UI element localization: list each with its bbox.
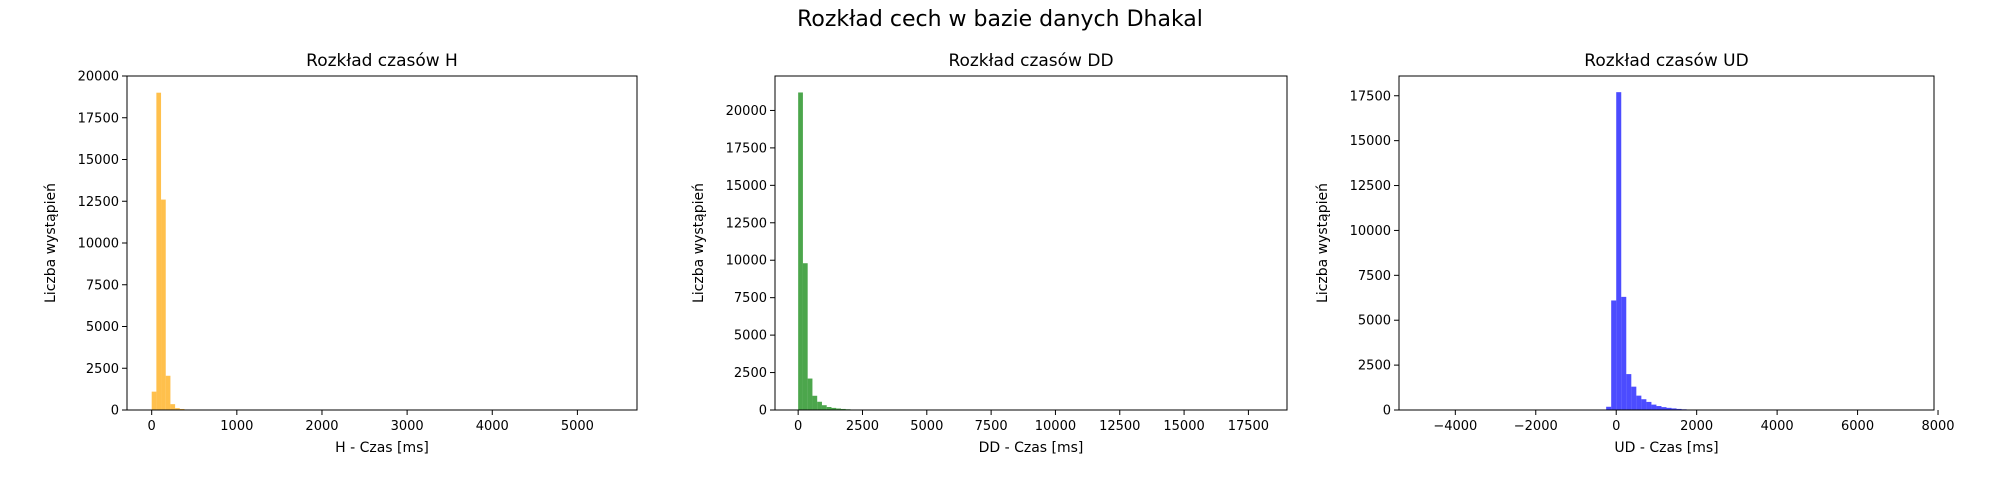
chart-0-bar-0 [151, 391, 157, 410]
chart-1-ytick-label-0: 0 [759, 404, 767, 419]
chart-0-axes-frame [126, 75, 638, 411]
chart-1-bar-1 [802, 263, 808, 410]
chart-1-ytick-label-6: 15000 [726, 179, 767, 194]
chart-2-bar-4 [1626, 374, 1632, 410]
chart-2-ylabel: Liczba wystąpień [1315, 183, 1331, 303]
chart-2-ytick-label-2: 5000 [1358, 314, 1391, 329]
figure-suptitle: Rozkład cech w bazie danych Dhakal [797, 7, 1203, 32]
chart-2-bar-9 [1651, 404, 1657, 410]
chart-1-ytick-label-2: 5000 [734, 329, 767, 344]
chart-1-bar-9 [840, 408, 846, 410]
chart-1-bar-3 [812, 395, 818, 410]
chart-2-bar-14 [1676, 408, 1682, 410]
chart-1-ytick-label-1: 2500 [734, 366, 767, 381]
chart-1-ytick-label-8: 20000 [726, 104, 767, 119]
chart-1-xtick-label-1: 2500 [846, 419, 879, 434]
chart-2-ytick-label-5: 12500 [1350, 179, 1391, 194]
chart-2-title: Rozkład czasów UD [1584, 51, 1748, 71]
chart-1: 0 2500 5000 7500 10000 12500 15000 17500 0 2500 50… [691, 51, 1288, 456]
chart-0-bar-4 [170, 404, 176, 410]
chart-1-ytick-label-3: 7500 [734, 291, 767, 306]
chart-2-xtick-label-3: 2000 [1680, 419, 1713, 434]
chart-1-bar-2 [807, 378, 813, 410]
chart-0-xtick-label-1: 1000 [220, 419, 253, 434]
chart-0-xtick-label-5: 5000 [561, 419, 594, 434]
chart-0-ytick-label-5: 12500 [78, 195, 119, 210]
chart-0-xtick-label-0: 0 [148, 419, 156, 434]
chart-1-bar-6 [826, 407, 832, 410]
chart-1-bar-7 [831, 407, 837, 410]
chart-1-xtick-label-6: 15000 [1163, 419, 1204, 434]
chart-0-bar-5 [175, 408, 180, 410]
chart-2-ytick-label-6: 15000 [1350, 134, 1391, 149]
chart-1-ytick-label-4: 10000 [726, 254, 767, 269]
chart-0-ytick-label-2: 5000 [86, 320, 119, 335]
chart-1-ytick-label-7: 17500 [726, 141, 767, 156]
chart-2-ytick-label-1: 2500 [1358, 359, 1391, 374]
chart-2-ytick-label-7: 17500 [1350, 89, 1391, 104]
chart-1-bar-0 [798, 92, 803, 410]
chart-0-xtick-label-4: 4000 [476, 419, 509, 434]
chart-1-ylabel: Liczba wystąpień [691, 183, 707, 303]
chart-2-xtick-label-2: 0 [1612, 419, 1620, 434]
chart-1-title: Rozkład czasów DD [948, 51, 1113, 71]
chart-0-ytick-label-8: 20000 [78, 70, 119, 85]
chart-0-ytick-label-1: 2500 [86, 362, 119, 377]
chart-2-bar-12 [1666, 407, 1672, 410]
chart-2-xtick-label-5: 6000 [1841, 419, 1874, 434]
chart-1-xtick-label-2: 5000 [910, 419, 943, 434]
chart-2-bar-10 [1656, 406, 1662, 410]
chart-2-xtick-label-0: −4000 [1433, 419, 1477, 434]
chart-2-xtick-label-4: 4000 [1761, 419, 1794, 434]
chart-0-ytick-label-6: 15000 [78, 153, 119, 168]
chart-1-xtick-label-0: 0 [794, 419, 802, 434]
chart-2-bar-8 [1646, 401, 1652, 410]
chart-0-bar-3 [165, 375, 171, 410]
chart-2-ytick-label-4: 10000 [1350, 224, 1391, 239]
chart-0-xlabel: H - Czas [ms] [335, 440, 429, 456]
chart-1-xtick-label-5: 12500 [1099, 419, 1140, 434]
chart-2-bar-13 [1671, 408, 1677, 410]
chart-2-ytick-label-3: 7500 [1358, 269, 1391, 284]
chart-0-bar-1 [156, 92, 162, 410]
chart-2: −4000 −2000 0 2000 4000 6000 8000 0 2500 5000 7500… [1315, 51, 1955, 456]
chart-0-ytick-label-3: 7500 [86, 278, 119, 293]
chart-0-ytick-label-7: 17500 [78, 111, 119, 126]
chart-1-ytick-label-5: 12500 [726, 216, 767, 231]
chart-2-xlabel: UD - Czas [ms] [1614, 440, 1718, 456]
chart-0-ytick-label-4: 10000 [78, 237, 119, 252]
chart-2-xtick-label-1: −2000 [1514, 419, 1558, 434]
chart-1-xtick-label-4: 10000 [1035, 419, 1076, 434]
chart-2-bar-6 [1636, 395, 1642, 410]
chart-2-bar-7 [1641, 399, 1647, 410]
chart-1-bar-5 [821, 405, 827, 410]
chart-0-bar-6 [179, 408, 185, 410]
chart-1-xtick-label-3: 7500 [975, 419, 1008, 434]
chart-2-bar-11 [1661, 407, 1667, 410]
chart-0-xtick-label-3: 3000 [391, 419, 424, 434]
chart-2-bar-0 [1606, 406, 1612, 410]
chart-0-bar-2 [161, 199, 166, 410]
chart-1-xtick-label-7: 17500 [1228, 419, 1269, 434]
chart-0-title: Rozkład czasów H [306, 51, 458, 71]
subplots: 0 1000 2000 3000 4000 5000 0 2500 5000 7500 10000 1… [43, 51, 1955, 456]
chart-2-bar-5 [1631, 386, 1637, 410]
chart-2-bar-1 [1611, 300, 1617, 410]
chart-2-xtick-label-6: 8000 [1921, 419, 1954, 434]
chart-2-bar-2 [1616, 92, 1622, 411]
chart-1-bar-8 [836, 408, 841, 410]
chart-0-xtick-label-2: 2000 [305, 419, 338, 434]
chart-2-bar-3 [1621, 296, 1627, 410]
chart-1-xlabel: DD - Czas [ms] [979, 440, 1084, 456]
chart-0-ytick-label-0: 0 [111, 404, 119, 419]
chart-2-ytick-label-0: 0 [1383, 404, 1391, 419]
chart-0-ylabel: Liczba wystąpień [43, 183, 59, 303]
chart-0: 0 1000 2000 3000 4000 5000 0 2500 5000 7500 10000 1… [43, 51, 638, 456]
chart-1-axes-frame [774, 75, 1288, 411]
chart-2-axes-frame [1398, 75, 1935, 411]
chart-1-bar-4 [817, 401, 822, 410]
